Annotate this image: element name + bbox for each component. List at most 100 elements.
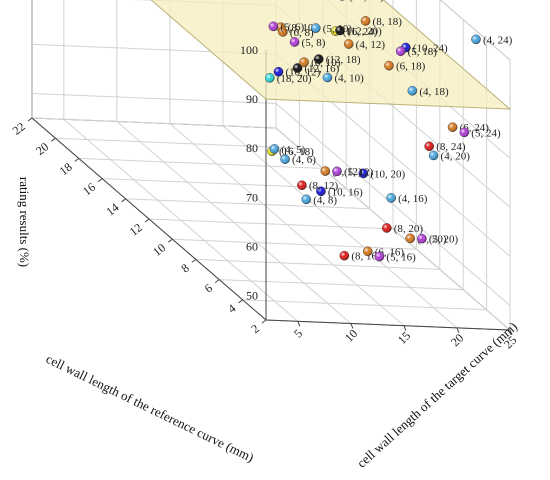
grid-line: [172, 238, 417, 250]
data-point-shade: [269, 144, 280, 154]
point-label: (4, 20): [441, 150, 471, 162]
point-label: (4, 5): [281, 144, 305, 156]
point-label: (6, 16): [375, 246, 405, 258]
point-label: (5, 6): [280, 21, 304, 33]
point-label: (16, 24): [343, 26, 378, 38]
data-point-shade: [278, 27, 288, 37]
data-point-shade: [314, 54, 324, 64]
z-tick-label: 50: [246, 288, 258, 302]
x-tick-label: 10: [150, 241, 168, 259]
threshold-plane-90: [150, 0, 512, 110]
data-point-shade: [311, 23, 321, 33]
grid-line: [439, 0, 511, 61]
x-tick-label: 12: [127, 220, 145, 238]
point-label: (6, 8): [290, 27, 314, 39]
point-label: (4, 10): [334, 72, 364, 84]
grid-line: [55, 137, 300, 149]
data-point-shade: [297, 180, 307, 190]
y-tick-label: 20: [448, 331, 466, 349]
point-label: (5, 24): [471, 127, 501, 139]
point-label: (12, 18): [326, 54, 361, 66]
y-tick-label: 5: [291, 326, 305, 340]
z-tick-label: 100: [240, 43, 258, 57]
grid-line: [219, 279, 464, 291]
data-point-shade: [339, 251, 349, 261]
data-point-shade: [374, 251, 385, 262]
x-tick-label: 6: [202, 281, 215, 296]
point-label: (4, 12): [356, 39, 386, 51]
point-label: (8, 16): [351, 251, 381, 263]
y-tick-label: 15: [395, 329, 413, 347]
data-point-shade: [280, 154, 290, 164]
point-label: (5, 12): [344, 166, 374, 178]
point-label: (10, 12): [285, 67, 320, 79]
grid-line: [275, 103, 511, 306]
grid-line: [242, 299, 487, 311]
point-label: (16, 18): [279, 146, 314, 158]
point-label: (10, 24): [413, 42, 448, 54]
data-point-shade: [265, 73, 275, 83]
point-label: (5, 16): [386, 252, 416, 264]
y-tick-mark: [297, 321, 301, 327]
point-label: (4, 16): [398, 193, 428, 205]
y-tick-mark: [350, 323, 354, 329]
data-point-shade: [299, 57, 309, 67]
threshold-plane: [150, 0, 512, 110]
point-label: (10, 16): [328, 186, 363, 198]
point-label: (10, 18): [349, 0, 384, 3]
grid-line: [116, 121, 352, 324]
point-label: (12, 16): [305, 63, 340, 75]
x-axis-title: cell wall length of the reference curve …: [44, 351, 257, 465]
data-point-shade: [360, 16, 371, 26]
data-point-shade: [428, 150, 439, 161]
grid-line: [169, 123, 405, 327]
point-label: (8, 20): [394, 223, 424, 235]
point-label: (5, 20): [429, 234, 459, 246]
x-tick-mark: [97, 178, 103, 183]
z-axis-title: rating results (%): [17, 177, 32, 267]
x-tick-mark: [168, 238, 173, 243]
data-point-shade: [382, 223, 392, 233]
y-tick-label: 10: [342, 326, 360, 344]
point-label: (6, 10): [311, 57, 341, 69]
data-point-shade: [320, 166, 330, 176]
data-point-shade: [322, 72, 333, 83]
y-tick-mark: [403, 325, 407, 331]
z-tick-label: 90: [246, 92, 258, 106]
point-label: (8, 12): [309, 180, 339, 192]
data-point-shade: [289, 37, 300, 47]
grid-line: [31, 117, 277, 129]
point-label: (6, 18): [396, 61, 426, 73]
x-tick-mark: [144, 218, 150, 223]
point-label: (4, 24): [483, 34, 513, 46]
data-point-shade: [273, 67, 284, 77]
data-point-shade: [471, 34, 481, 44]
data-point-shade: [424, 141, 434, 151]
point-label: (8, 24): [436, 141, 466, 153]
x-tick-mark: [51, 137, 56, 142]
data-point-shade: [396, 46, 406, 56]
x-tick-label: 16: [80, 180, 98, 198]
x-tick-label: 20: [33, 140, 51, 158]
y-tick-mark: [456, 327, 460, 334]
data-point-shade: [417, 234, 427, 244]
x-tick-mark: [261, 319, 267, 324]
grid-line: [63, 118, 299, 322]
data-point-shade: [332, 166, 342, 176]
grid-line: [31, 92, 277, 104]
x-tick-mark: [74, 157, 80, 162]
grid-line: [195, 258, 440, 270]
x-tick-label: 18: [57, 160, 75, 178]
x-tick-label: 4: [225, 301, 238, 316]
z-tick-label: 60: [246, 239, 258, 253]
point-label: (5, 8): [302, 37, 326, 49]
y-axis-line: [265, 319, 511, 331]
data-point-shade: [363, 246, 373, 256]
point-label: (4, 8): [313, 194, 337, 206]
data-point-shade: [301, 194, 311, 204]
data-point-shade: [358, 168, 368, 178]
x-tick-label: 8: [178, 261, 191, 276]
x-tick-label: 2: [248, 321, 261, 336]
data-point-shade: [292, 63, 303, 73]
